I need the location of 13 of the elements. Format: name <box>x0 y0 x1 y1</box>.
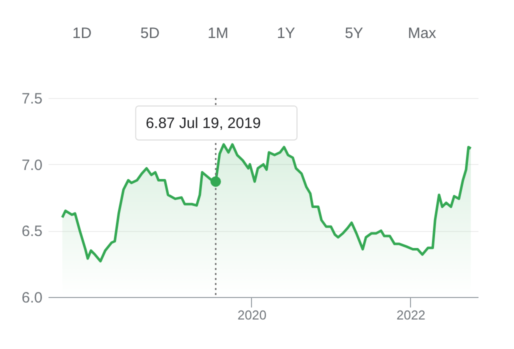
x-tick-label: 2022 <box>396 308 426 322</box>
text: 1Y <box>276 25 296 42</box>
text: 1D <box>72 25 92 42</box>
y-tick-label: 7.0 <box>22 156 42 174</box>
text: 5Y <box>344 25 364 42</box>
x-tick-label: 2020 <box>238 308 266 322</box>
y-tick-label: 6.0 <box>22 290 42 306</box>
annotation: 6.87 Jul 19, 2019 <box>146 115 261 132</box>
text: 5D <box>140 25 160 42</box>
y-tick-label: 6.5 <box>22 223 42 240</box>
text: 1M <box>208 25 228 42</box>
y-tick-label: 7.5 <box>22 90 42 108</box>
text: Max <box>408 25 437 42</box>
